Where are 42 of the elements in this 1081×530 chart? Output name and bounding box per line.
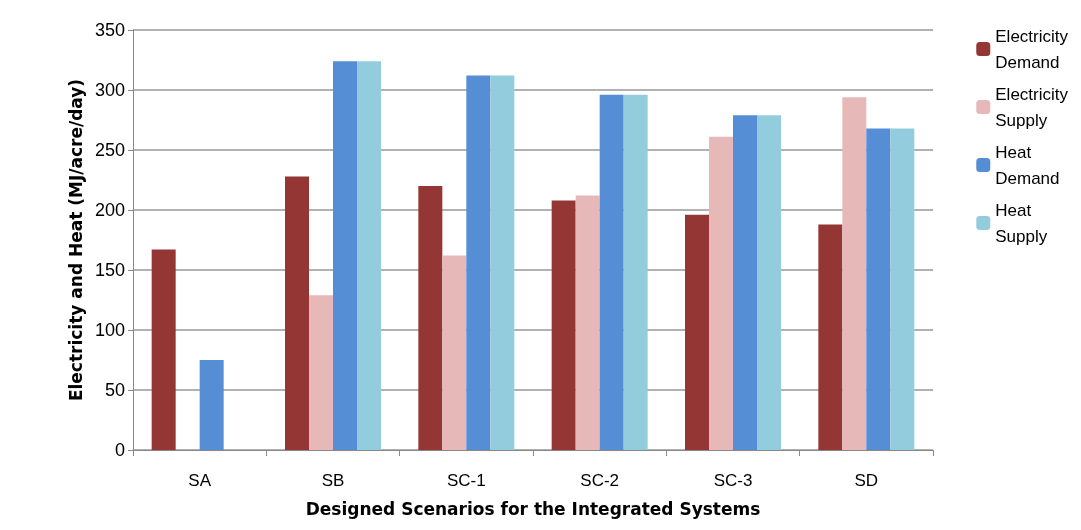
bar <box>357 61 381 450</box>
y-tick-label: 150 <box>94 260 125 280</box>
x-tick-label: SB <box>321 471 345 490</box>
bar <box>418 186 443 450</box>
x-tick-label: SC-3 <box>713 471 753 490</box>
bar <box>199 360 224 450</box>
legend-label: Heat Supply <box>995 200 1048 246</box>
bar <box>551 200 576 450</box>
bar <box>685 214 709 450</box>
bar <box>709 136 733 450</box>
bar <box>466 75 491 450</box>
legend-label: Heat Demand <box>995 142 1060 188</box>
y-tick-label: 250 <box>94 140 125 160</box>
x-axis-title: Designed Scenarios for the Integrated Systems <box>305 498 761 519</box>
x-tick-label: SC-1 <box>446 471 486 490</box>
bar <box>599 94 624 450</box>
bar <box>866 128 891 450</box>
bar <box>818 224 843 450</box>
y-tick-label: 0 <box>114 440 125 460</box>
y-tick-label: 350 <box>94 20 125 40</box>
legend-label: Electricity Supply <box>995 84 1069 130</box>
bar <box>575 195 600 450</box>
bar <box>309 295 333 450</box>
bar <box>151 249 176 450</box>
y-axis-title: Electricity and Heat (MJ/acre/day) <box>65 78 86 402</box>
y-tick-label: 100 <box>94 320 125 340</box>
bar <box>733 115 757 450</box>
legend-label: Electricity Demand <box>995 26 1069 72</box>
bar <box>623 94 648 450</box>
y-tick-label: 200 <box>94 200 125 220</box>
bar <box>285 176 309 450</box>
bar <box>442 255 467 450</box>
y-tick-label: 300 <box>94 80 125 100</box>
bar <box>490 75 515 450</box>
bar <box>890 128 915 450</box>
x-tick-label: SA <box>188 471 212 490</box>
x-tick-label: SC-2 <box>580 471 620 490</box>
bar <box>757 115 781 450</box>
x-tick-label: SD <box>854 471 879 490</box>
bar <box>333 61 357 450</box>
bar <box>842 97 867 450</box>
y-tick-label: 50 <box>104 380 125 400</box>
